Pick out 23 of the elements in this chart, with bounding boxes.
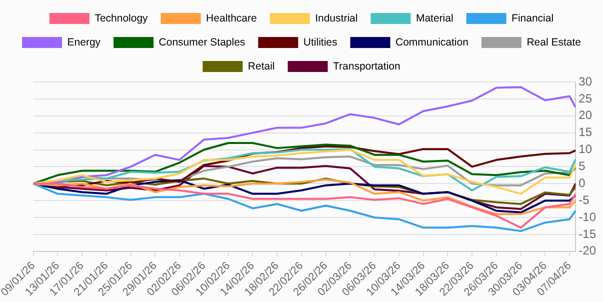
y-tick-label: 5 xyxy=(578,159,586,174)
y-tick-label: 10 xyxy=(578,142,592,156)
legend-label: Material xyxy=(416,12,454,24)
y-tick-label: 25 xyxy=(578,91,592,106)
legend-label: Transportation xyxy=(333,60,400,72)
legend-label: Financial xyxy=(512,12,554,24)
legend-label: Healthcare xyxy=(206,12,257,24)
y-tick-label: -5 xyxy=(578,192,590,207)
y-tick-label: 20 xyxy=(578,108,592,122)
legend-label: Energy xyxy=(67,36,102,48)
y-tick-label: -15 xyxy=(578,226,596,241)
legend-label: Retail xyxy=(248,60,275,72)
legend-label: Utilities xyxy=(303,36,338,48)
y-tick-label: -20 xyxy=(578,244,596,258)
legend-label: Industrial xyxy=(315,12,358,24)
y-tick-label: 15 xyxy=(578,125,592,140)
y-tick-label: 30 xyxy=(578,74,592,88)
y-tick-label: -10 xyxy=(578,210,596,224)
legend-label: Technology xyxy=(94,12,149,24)
legend-label: Consumer Staples xyxy=(158,36,246,48)
legend-label: Communication xyxy=(396,36,469,48)
legend-label: Real Estate xyxy=(526,36,582,48)
y-tick-label: 0 xyxy=(578,176,586,190)
